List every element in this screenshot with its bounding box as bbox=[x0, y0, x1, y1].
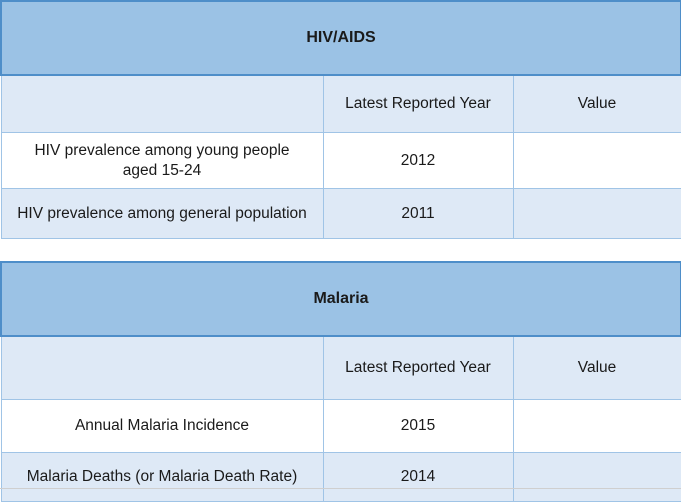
malaria-header-value: Value bbox=[512, 335, 681, 400]
hiv-aids-header-indicator bbox=[0, 74, 324, 133]
malaria-header-year: Latest Reported Year bbox=[322, 335, 514, 400]
malaria-table-header-row: Latest Reported Year Value bbox=[0, 335, 681, 400]
malaria-table-title: Malaria bbox=[0, 261, 681, 337]
hiv-aids-table-banner: HIV/AIDS bbox=[0, 0, 681, 76]
hiv-young-people-year: 2012 bbox=[322, 132, 514, 189]
malaria-table: Malaria Latest Reported Year Value Annua… bbox=[0, 261, 681, 502]
hiv-young-people-label: HIV prevalence among young people aged 1… bbox=[0, 132, 324, 189]
table-row: HIV prevalence among young people aged 1… bbox=[0, 132, 681, 189]
malaria-header-indicator bbox=[0, 335, 324, 400]
hiv-aids-table-title: HIV/AIDS bbox=[0, 0, 681, 76]
hiv-general-population-label: HIV prevalence among general population bbox=[0, 188, 324, 239]
malaria-incidence-value bbox=[512, 399, 681, 453]
malaria-deaths-value bbox=[512, 452, 681, 502]
hiv-young-people-value bbox=[512, 132, 681, 189]
hiv-aids-table: HIV/AIDS Latest Reported Year Value HIV … bbox=[0, 0, 681, 239]
table-row: Malaria Deaths (or Malaria Death Rate) 2… bbox=[0, 452, 681, 502]
malaria-incidence-year: 2015 bbox=[322, 399, 514, 453]
malaria-deaths-label: Malaria Deaths (or Malaria Death Rate) bbox=[0, 452, 324, 502]
hiv-aids-header-value: Value bbox=[512, 74, 681, 133]
page-bottom-divider bbox=[0, 488, 681, 489]
hiv-aids-table-header-row: Latest Reported Year Value bbox=[0, 74, 681, 133]
malaria-deaths-year: 2014 bbox=[322, 452, 514, 502]
table-row: Annual Malaria Incidence 2015 bbox=[0, 399, 681, 453]
hiv-general-population-value bbox=[512, 188, 681, 239]
table-row: HIV prevalence among general population … bbox=[0, 188, 681, 239]
hiv-aids-header-year: Latest Reported Year bbox=[322, 74, 514, 133]
hiv-general-population-year: 2011 bbox=[322, 188, 514, 239]
malaria-incidence-label: Annual Malaria Incidence bbox=[0, 399, 324, 453]
malaria-table-banner: Malaria bbox=[0, 261, 681, 337]
